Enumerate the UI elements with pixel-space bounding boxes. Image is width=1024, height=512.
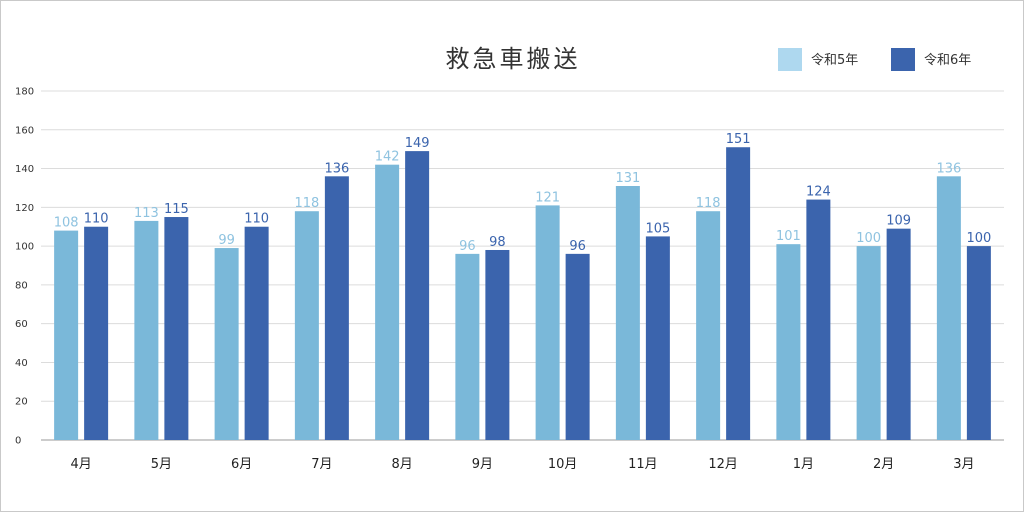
bar-r6-4	[324, 176, 349, 441]
bar-r5-12	[936, 176, 961, 441]
bar-r6-11	[886, 228, 911, 440]
data-label-r5-11: 100	[856, 231, 881, 246]
x-tick-label: 1月	[793, 457, 814, 472]
x-tick-label: 6月	[231, 457, 252, 472]
bar-r5-9	[696, 211, 721, 440]
legend-label-r5: 令和5年	[811, 53, 858, 68]
y-tick-label: 60	[15, 319, 28, 330]
bar-r5-11	[856, 246, 881, 440]
bar-r6-1	[84, 226, 109, 440]
data-label-r6-4: 136	[324, 161, 349, 176]
chart-title: 救急車搬送	[446, 45, 581, 73]
y-tick-label: 100	[15, 242, 34, 253]
data-label-r6-8: 105	[645, 221, 670, 236]
x-axis: 4月 5月 6月 7月 8月 9月 10月 11月 12月 1月 2月 3月	[70, 457, 974, 472]
bar-r5-5	[375, 164, 400, 440]
data-label-r5-12: 136	[936, 161, 961, 176]
x-tick-label: 11月	[628, 457, 658, 472]
legend-label-r6: 令和6年	[924, 53, 971, 68]
y-tick-label: 160	[15, 125, 34, 136]
data-labels: 108 110 113 115 99 110 118 136 142 149 96 98 121 96 13…	[54, 132, 992, 254]
y-axis: 0 20 40 60 80 100 120 140 160 180	[15, 87, 34, 447]
data-label-r5-5: 142	[375, 150, 400, 165]
bar-r5-7	[535, 205, 560, 440]
data-label-r6-5: 149	[405, 136, 430, 151]
bar-r6-12	[966, 246, 991, 440]
data-label-r6-7: 96	[569, 239, 586, 254]
bar-r6-6	[485, 249, 510, 440]
y-tick-label: 140	[15, 164, 34, 175]
x-tick-label: 10月	[548, 457, 578, 472]
bar-r5-4	[294, 211, 319, 440]
data-label-r5-4: 118	[294, 196, 319, 211]
data-label-r5-10: 101	[776, 229, 801, 244]
bar-r6-8	[645, 236, 670, 440]
legend: 令和5年 令和6年	[778, 48, 971, 71]
x-tick-label: 12月	[708, 457, 738, 472]
data-label-r6-3: 110	[244, 212, 269, 227]
bar-r5-10	[776, 244, 801, 440]
bar-r6-10	[806, 199, 831, 440]
y-tick-label: 120	[15, 203, 34, 214]
data-label-r6-6: 98	[489, 235, 506, 250]
legend-swatch-r6	[891, 48, 915, 71]
legend-swatch-r5	[778, 48, 802, 71]
y-tick-label: 40	[15, 358, 28, 369]
data-label-r5-1: 108	[54, 216, 79, 231]
x-tick-label: 3月	[953, 457, 974, 472]
data-label-r6-10: 124	[806, 185, 831, 200]
data-label-r6-9: 151	[726, 132, 751, 147]
bars	[54, 147, 991, 441]
y-tick-label: 80	[15, 280, 28, 291]
bar-r6-5	[405, 151, 430, 440]
x-tick-label: 2月	[873, 457, 894, 472]
data-label-r6-1: 110	[84, 212, 109, 227]
bar-r5-6	[455, 253, 480, 440]
data-label-r5-7: 121	[535, 190, 560, 205]
data-label-r6-2: 115	[164, 202, 189, 217]
y-tick-label: 0	[15, 436, 21, 447]
x-tick-label: 8月	[391, 457, 412, 472]
y-tick-label: 180	[15, 87, 34, 98]
y-tick-label: 20	[15, 397, 28, 408]
bar-r5-1	[54, 230, 79, 440]
bar-r5-2	[134, 220, 159, 440]
x-tick-label: 9月	[472, 457, 493, 472]
data-label-r5-8: 131	[615, 171, 640, 186]
bar-r6-2	[164, 217, 189, 440]
bar-r5-3	[214, 248, 239, 440]
data-label-r6-11: 109	[886, 214, 911, 229]
x-tick-label: 5月	[151, 457, 172, 472]
data-label-r6-12: 100	[966, 231, 991, 246]
x-tick-label: 4月	[70, 457, 91, 472]
gridlines	[41, 90, 1004, 441]
bar-r6-7	[565, 253, 590, 440]
data-label-r5-6: 96	[459, 239, 476, 254]
x-tick-label: 7月	[311, 457, 332, 472]
bar-r5-8	[615, 186, 640, 440]
bar-r6-9	[726, 147, 751, 440]
bar-r6-3	[244, 226, 269, 440]
data-label-r5-2: 113	[134, 206, 159, 221]
data-label-r5-9: 118	[696, 196, 721, 211]
data-label-r5-3: 99	[218, 233, 235, 248]
